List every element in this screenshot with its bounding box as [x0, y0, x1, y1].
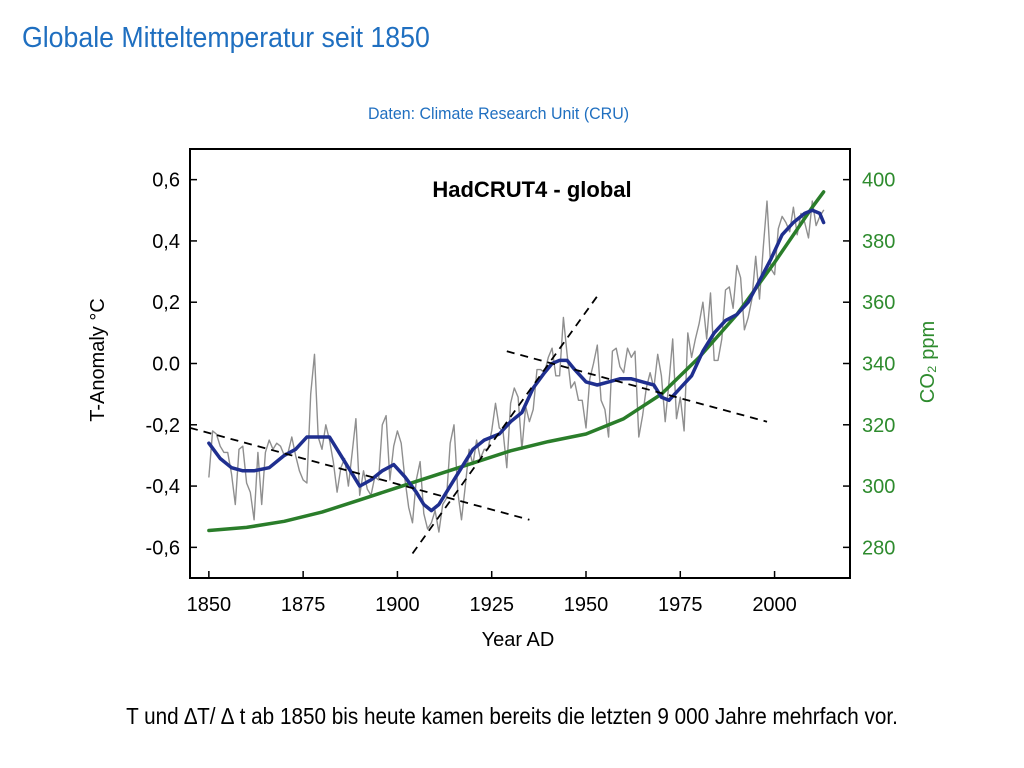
plot-title: HadCRUT4 - global: [432, 177, 631, 202]
tick-labels: 1850 1875 1900 1925 1950 1975 2000 0,6 0,4 0,2 0.0…: [146, 170, 896, 616]
y-tick-label: 0,2: [152, 292, 180, 314]
plot-frame: [189, 148, 851, 579]
y2-axis-title: CO₂ ppm: [917, 321, 939, 403]
smoothed-temperature-line: [207, 208, 826, 513]
slide-caption: T und ∆T/ ∆ t ab 1850 bis heute kamen be…: [126, 703, 898, 729]
y2-tick-label: 280: [862, 537, 895, 559]
y-tick-label: -0,4: [146, 476, 180, 498]
trend-lines: [189, 295, 768, 555]
x-tick-label: 1925: [469, 594, 514, 616]
annual-temperature-line: [208, 200, 825, 533]
y-tick-label: 0,6: [152, 170, 180, 192]
x-tick-label: 1900: [375, 594, 420, 616]
y2-tick-label: 380: [862, 231, 895, 253]
temperature-chart: 1850 1875 1900 1925 1950 1975 2000 0,6 0,4 0,2 0.0…: [87, 148, 939, 651]
y-axis-title: T-Anomaly °C: [87, 298, 109, 422]
y-tick-label: 0.0: [152, 354, 180, 376]
x-tick-label: 1850: [187, 594, 232, 616]
smoothed-series: [207, 208, 826, 513]
axis-ticks: [190, 178, 850, 578]
x-tick-label: 1975: [658, 594, 703, 616]
trend-line: [189, 426, 530, 521]
y-tick-label: -0,6: [146, 537, 180, 559]
x-axis-title: Year AD: [482, 629, 555, 651]
y2-tick-label: 300: [862, 476, 895, 498]
trend-line: [506, 350, 768, 423]
y2-tick-label: 320: [862, 415, 895, 437]
x-tick-label: 1875: [281, 594, 326, 616]
data-source: Daten: Climate Research Unit (CRU): [368, 104, 630, 123]
slide-title: Globale Mitteltemperatur seit 1850: [22, 22, 430, 54]
y2-tick-label: 400: [862, 170, 895, 192]
y-tick-label: -0,2: [146, 415, 180, 437]
annual-series: [208, 200, 825, 533]
y2-tick-label: 360: [862, 292, 895, 314]
x-tick-label: 1950: [564, 594, 609, 616]
x-tick-label: 2000: [752, 594, 797, 616]
y-tick-label: 0,4: [152, 231, 180, 253]
trend-line: [411, 295, 599, 555]
y2-tick-label: 340: [862, 354, 895, 376]
